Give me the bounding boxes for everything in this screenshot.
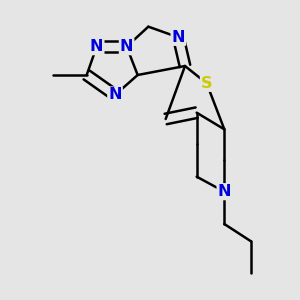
Text: N: N [90,39,104,54]
Text: N: N [172,30,185,45]
Text: N: N [120,39,134,54]
Text: N: N [218,184,231,199]
Text: S: S [201,76,212,91]
Text: N: N [108,88,122,103]
